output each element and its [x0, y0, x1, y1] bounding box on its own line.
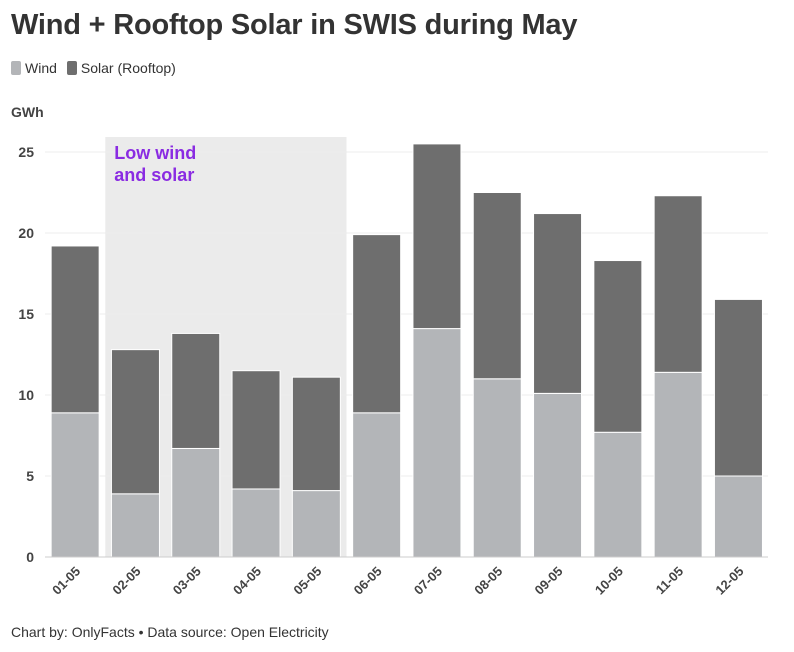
- bar-wind: [50, 412, 100, 558]
- legend-swatch-solar: [66, 61, 77, 75]
- bar-solar: [713, 298, 763, 477]
- legend-swatch-wind: [11, 61, 21, 75]
- x-tick-label: 04-05: [230, 564, 264, 598]
- bar-solar: [472, 192, 522, 380]
- footer-credit: Chart by: OnlyFacts • Data source: Open …: [11, 624, 329, 640]
- chart-title: Wind + Rooftop Solar in SWIS during May: [11, 9, 578, 41]
- bar-wind: [472, 378, 522, 558]
- y-tick-label: 0: [26, 549, 34, 565]
- bar-solar: [291, 376, 341, 492]
- y-tick-label: 15: [18, 306, 34, 322]
- bar-solar: [653, 195, 703, 373]
- y-tick-label: 10: [18, 387, 34, 403]
- x-tick-label: 08-05: [471, 564, 505, 598]
- bar-wind: [171, 447, 221, 558]
- x-tick-label: 10-05: [592, 564, 626, 598]
- legend-item-solar: Solar (Rooftop): [66, 60, 176, 76]
- y-tick-label: 25: [18, 144, 34, 160]
- bar-wind: [231, 488, 281, 558]
- x-tick-label: 07-05: [411, 564, 445, 598]
- bar-wind: [412, 328, 462, 558]
- y-tick-label: 20: [18, 225, 34, 241]
- annotation-text: and solar: [114, 165, 194, 185]
- bar-wind: [110, 493, 160, 558]
- bar-solar: [110, 349, 160, 495]
- bar-wind: [713, 475, 763, 558]
- x-tick-label: 09-05: [532, 564, 566, 598]
- x-tick-label: 02-05: [109, 564, 143, 598]
- legend-label-solar: Solar (Rooftop): [80, 60, 176, 76]
- annotation-text: Low wind: [114, 143, 196, 163]
- x-tick-label: 03-05: [170, 564, 204, 598]
- legend: Wind Solar (Rooftop): [11, 60, 176, 76]
- y-axis-label: GWh: [11, 104, 44, 120]
- bar-solar: [352, 234, 402, 414]
- x-tick-label: 05-05: [290, 564, 324, 598]
- bar-wind: [533, 392, 583, 558]
- bar-solar: [231, 370, 281, 490]
- legend-label-wind: Wind: [25, 60, 57, 76]
- bar-solar: [171, 332, 221, 449]
- y-tick-label: 5: [26, 468, 34, 484]
- bar-solar: [533, 213, 583, 394]
- x-tick-label: 01-05: [49, 564, 83, 598]
- x-tick-label: 12-05: [712, 564, 746, 598]
- bar-solar: [412, 143, 462, 330]
- x-tick-label: 11-05: [653, 564, 687, 598]
- legend-item-wind: Wind: [11, 60, 57, 76]
- x-tick-label: 06-05: [351, 564, 385, 598]
- bar-solar: [50, 245, 100, 414]
- bar-wind: [653, 371, 703, 558]
- bar-solar: [593, 260, 643, 433]
- bar-wind: [593, 431, 643, 558]
- bar-wind: [291, 490, 341, 558]
- bar-wind: [352, 412, 402, 558]
